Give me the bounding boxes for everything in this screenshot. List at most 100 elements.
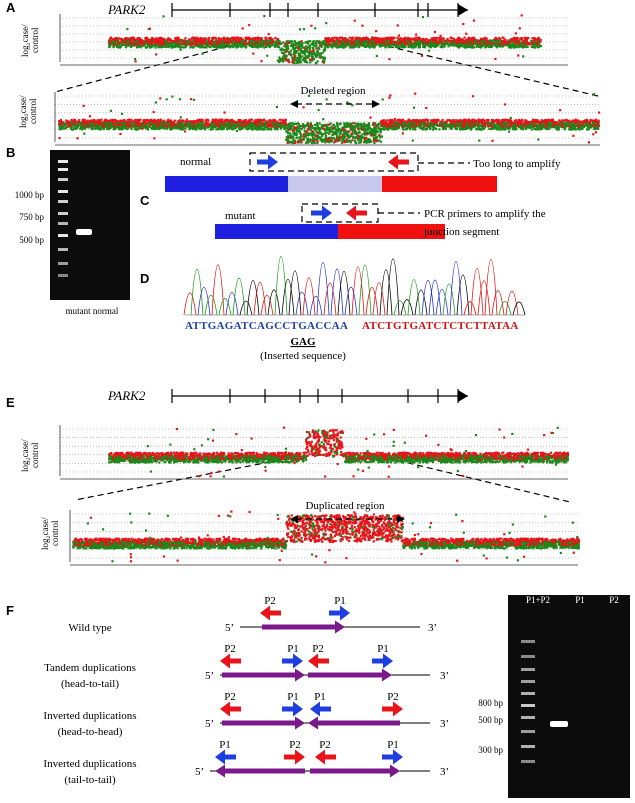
point bbox=[252, 44, 255, 47]
point bbox=[512, 37, 515, 41]
point bbox=[322, 58, 325, 62]
point bbox=[378, 41, 381, 44]
point bbox=[473, 38, 476, 41]
point bbox=[162, 15, 165, 18]
y-label: log₂case/ control log₂case/ control bbox=[18, 24, 40, 128]
point bbox=[363, 37, 366, 40]
point bbox=[345, 37, 348, 40]
segment bbox=[382, 176, 497, 192]
point bbox=[518, 45, 521, 48]
point bbox=[310, 24, 313, 27]
point bbox=[518, 27, 521, 30]
point bbox=[336, 45, 339, 48]
point bbox=[145, 36, 148, 39]
point bbox=[472, 19, 476, 22]
point bbox=[144, 42, 147, 45]
point bbox=[208, 45, 211, 49]
point bbox=[425, 37, 428, 41]
point bbox=[153, 39, 157, 42]
point bbox=[464, 46, 467, 49]
point bbox=[240, 36, 243, 40]
point bbox=[456, 39, 459, 42]
point bbox=[154, 101, 158, 104]
point bbox=[237, 36, 240, 39]
point bbox=[156, 38, 160, 41]
point bbox=[492, 42, 495, 45]
point bbox=[389, 45, 393, 49]
point bbox=[192, 46, 195, 49]
point bbox=[115, 38, 118, 41]
point bbox=[524, 38, 527, 41]
point bbox=[300, 40, 303, 43]
point bbox=[377, 37, 381, 40]
point bbox=[306, 61, 309, 64]
point bbox=[146, 44, 149, 47]
point bbox=[411, 37, 414, 41]
point bbox=[286, 50, 289, 53]
point bbox=[526, 36, 529, 40]
point bbox=[206, 42, 209, 46]
point bbox=[443, 45, 446, 48]
point bbox=[301, 50, 304, 53]
point bbox=[134, 40, 137, 43]
point bbox=[138, 44, 141, 47]
point bbox=[164, 45, 167, 49]
point bbox=[282, 60, 285, 63]
point bbox=[326, 45, 329, 48]
point bbox=[136, 37, 139, 40]
point bbox=[155, 37, 158, 40]
point bbox=[414, 43, 417, 46]
point bbox=[248, 44, 252, 48]
note: Too long to amplify bbox=[473, 158, 561, 170]
point bbox=[490, 45, 493, 49]
point bbox=[533, 46, 536, 49]
point bbox=[359, 39, 363, 42]
point bbox=[483, 44, 486, 47]
point bbox=[184, 37, 187, 40]
point bbox=[511, 43, 514, 46]
point bbox=[467, 45, 470, 48]
point bbox=[363, 122, 366, 125]
point bbox=[305, 45, 308, 48]
point bbox=[305, 60, 308, 64]
point bbox=[110, 39, 113, 42]
point bbox=[321, 56, 325, 59]
point bbox=[391, 39, 394, 42]
point bbox=[315, 55, 318, 59]
point bbox=[308, 58, 312, 61]
point bbox=[267, 45, 270, 48]
point bbox=[319, 54, 322, 57]
point bbox=[455, 43, 458, 46]
point bbox=[137, 38, 141, 41]
point bbox=[166, 39, 169, 42]
point bbox=[312, 51, 316, 54]
point bbox=[480, 39, 483, 43]
point bbox=[160, 40, 164, 43]
point bbox=[444, 41, 447, 44]
point bbox=[229, 37, 233, 40]
point bbox=[508, 39, 511, 43]
point bbox=[222, 40, 225, 43]
point bbox=[130, 127, 133, 131]
point bbox=[139, 42, 142, 45]
gene-name: PARK2 bbox=[107, 388, 146, 403]
point bbox=[108, 43, 111, 46]
point bbox=[184, 39, 187, 42]
point bbox=[181, 40, 184, 43]
insert-note: (Inserted sequence) bbox=[260, 350, 346, 362]
point bbox=[122, 40, 125, 43]
point bbox=[516, 40, 519, 43]
point bbox=[404, 42, 407, 45]
point bbox=[499, 43, 502, 46]
point bbox=[594, 131, 598, 134]
point bbox=[303, 52, 306, 55]
point bbox=[217, 41, 220, 44]
point bbox=[298, 55, 301, 59]
point bbox=[228, 46, 232, 49]
point bbox=[293, 47, 296, 50]
point bbox=[309, 46, 312, 49]
ladder-label: 500 bp bbox=[19, 235, 44, 245]
point bbox=[318, 44, 322, 47]
segment bbox=[165, 176, 288, 192]
point bbox=[375, 54, 378, 58]
